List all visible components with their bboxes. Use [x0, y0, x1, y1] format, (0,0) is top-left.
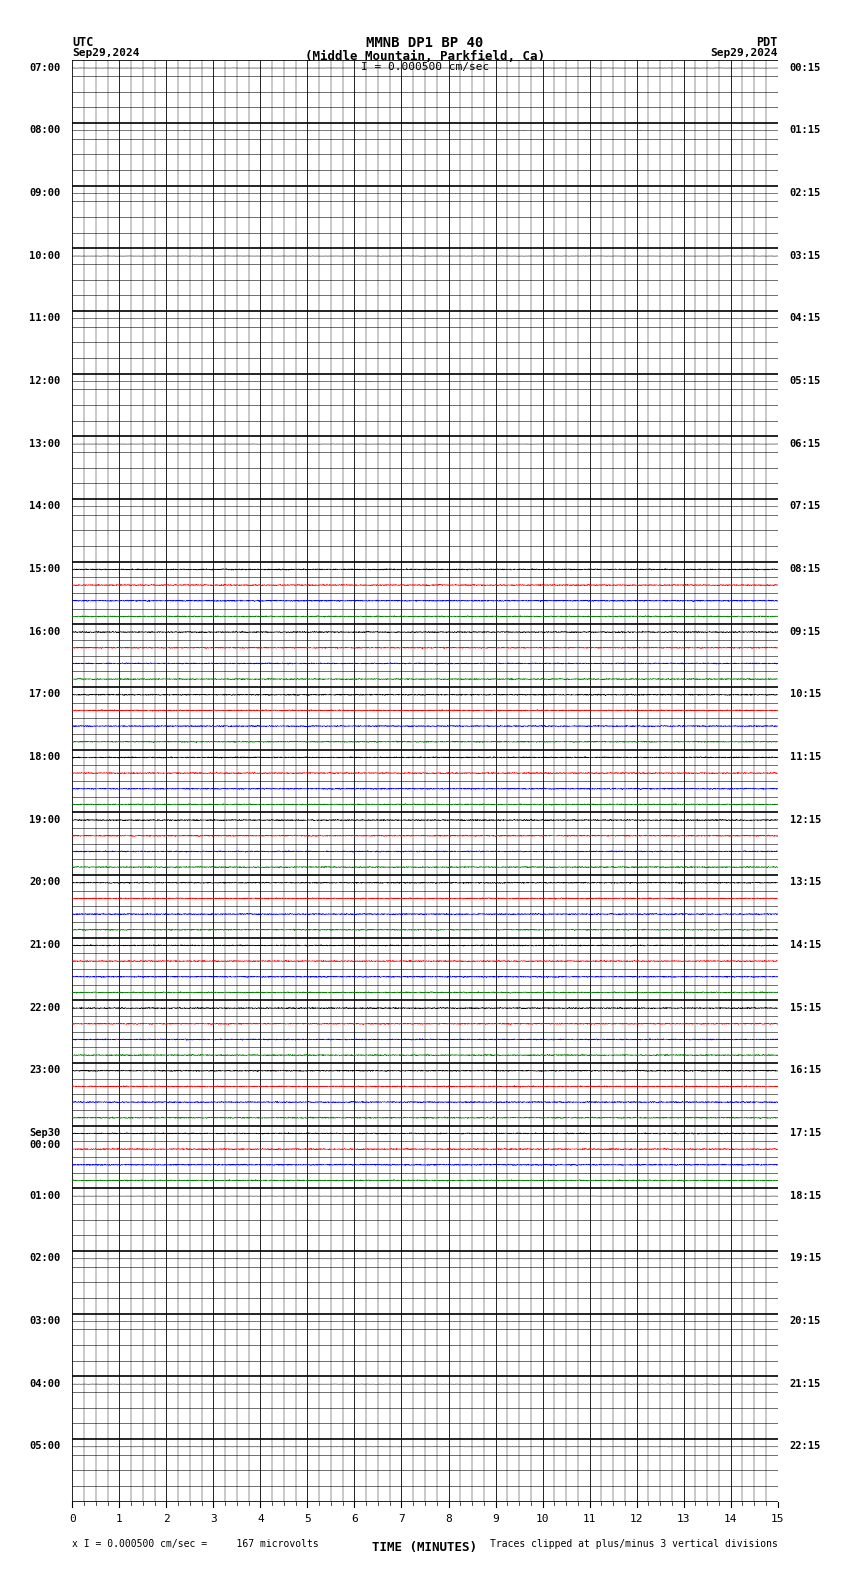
- Text: PDT: PDT: [756, 35, 778, 49]
- Text: 06:15: 06:15: [790, 439, 821, 448]
- Text: MMNB DP1 BP 40: MMNB DP1 BP 40: [366, 35, 484, 49]
- Text: 01:00: 01:00: [29, 1191, 60, 1201]
- Text: 09:15: 09:15: [790, 627, 821, 637]
- Text: 22:00: 22:00: [29, 1003, 60, 1012]
- Text: 15: 15: [771, 1514, 785, 1524]
- Text: I = 0.000500 cm/sec: I = 0.000500 cm/sec: [361, 62, 489, 73]
- Text: 18:15: 18:15: [790, 1191, 821, 1201]
- Text: 08:00: 08:00: [29, 125, 60, 135]
- Text: 20:00: 20:00: [29, 878, 60, 887]
- Text: Sep30
00:00: Sep30 00:00: [29, 1128, 60, 1150]
- Text: 14:00: 14:00: [29, 501, 60, 512]
- Text: 15:00: 15:00: [29, 564, 60, 573]
- Text: 10: 10: [536, 1514, 549, 1524]
- Text: 03:15: 03:15: [790, 250, 821, 260]
- Text: 13:00: 13:00: [29, 439, 60, 448]
- Text: Sep29,2024: Sep29,2024: [72, 48, 139, 59]
- Text: Traces clipped at plus/minus 3 vertical divisions: Traces clipped at plus/minus 3 vertical …: [490, 1540, 778, 1549]
- Text: 07:15: 07:15: [790, 501, 821, 512]
- Text: 09:00: 09:00: [29, 188, 60, 198]
- Text: 2: 2: [163, 1514, 170, 1524]
- Text: 23:00: 23:00: [29, 1066, 60, 1076]
- Text: 12:00: 12:00: [29, 375, 60, 386]
- Text: 17:15: 17:15: [790, 1128, 821, 1137]
- Text: 12: 12: [630, 1514, 643, 1524]
- Text: 4: 4: [257, 1514, 264, 1524]
- Text: TIME (MINUTES): TIME (MINUTES): [372, 1541, 478, 1554]
- Text: 8: 8: [445, 1514, 452, 1524]
- Text: 04:00: 04:00: [29, 1378, 60, 1389]
- Text: 13: 13: [677, 1514, 690, 1524]
- Text: Sep29,2024: Sep29,2024: [711, 48, 778, 59]
- Text: 6: 6: [351, 1514, 358, 1524]
- Text: 22:15: 22:15: [790, 1441, 821, 1451]
- Text: 11:15: 11:15: [790, 752, 821, 762]
- Text: 02:00: 02:00: [29, 1253, 60, 1264]
- Text: 9: 9: [492, 1514, 499, 1524]
- Text: 18:00: 18:00: [29, 752, 60, 762]
- Text: 17:00: 17:00: [29, 689, 60, 699]
- Text: 05:00: 05:00: [29, 1441, 60, 1451]
- Text: 20:15: 20:15: [790, 1316, 821, 1326]
- Text: 10:15: 10:15: [790, 689, 821, 699]
- Text: 05:15: 05:15: [790, 375, 821, 386]
- Text: 11:00: 11:00: [29, 314, 60, 323]
- Text: 08:15: 08:15: [790, 564, 821, 573]
- Text: UTC: UTC: [72, 35, 94, 49]
- Text: 03:00: 03:00: [29, 1316, 60, 1326]
- Text: 16:00: 16:00: [29, 627, 60, 637]
- Text: 01:15: 01:15: [790, 125, 821, 135]
- Text: 00:15: 00:15: [790, 62, 821, 73]
- Text: 5: 5: [304, 1514, 311, 1524]
- Text: 04:15: 04:15: [790, 314, 821, 323]
- Text: 1: 1: [116, 1514, 122, 1524]
- Text: 10:00: 10:00: [29, 250, 60, 260]
- Text: 21:00: 21:00: [29, 939, 60, 950]
- Text: 15:15: 15:15: [790, 1003, 821, 1012]
- Text: 07:00: 07:00: [29, 62, 60, 73]
- Text: 14: 14: [724, 1514, 738, 1524]
- Text: 3: 3: [210, 1514, 217, 1524]
- Text: 16:15: 16:15: [790, 1066, 821, 1076]
- Text: 21:15: 21:15: [790, 1378, 821, 1389]
- Text: 19:00: 19:00: [29, 814, 60, 825]
- Text: x I = 0.000500 cm/sec =     167 microvolts: x I = 0.000500 cm/sec = 167 microvolts: [72, 1540, 319, 1549]
- Text: (Middle Mountain, Parkfield, Ca): (Middle Mountain, Parkfield, Ca): [305, 49, 545, 63]
- Text: 19:15: 19:15: [790, 1253, 821, 1264]
- Text: 12:15: 12:15: [790, 814, 821, 825]
- Text: 14:15: 14:15: [790, 939, 821, 950]
- Text: 02:15: 02:15: [790, 188, 821, 198]
- Text: 7: 7: [398, 1514, 405, 1524]
- Text: 13:15: 13:15: [790, 878, 821, 887]
- Text: 11: 11: [583, 1514, 597, 1524]
- Text: 0: 0: [69, 1514, 76, 1524]
